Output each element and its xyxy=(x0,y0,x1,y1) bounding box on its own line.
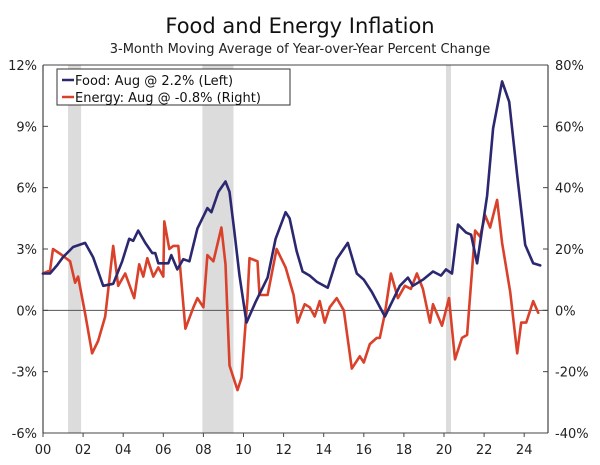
x-tick-label: 00 xyxy=(35,443,52,458)
legend-label-energy: Energy: Aug @ -0.8% (Right) xyxy=(75,91,261,106)
x-tick-label: 22 xyxy=(476,443,493,458)
x-tick-label: 20 xyxy=(436,443,453,458)
y-right-tick-label: 40% xyxy=(555,182,584,197)
legend: Food: Aug @ 2.2% (Left) Energy: Aug @ -0… xyxy=(56,68,291,106)
energy-series-line xyxy=(41,198,540,392)
y-right-tick-label: 20% xyxy=(555,243,584,258)
x-tick-label: 04 xyxy=(115,443,132,458)
y-left-tick-label: 3% xyxy=(16,243,37,258)
y-left-tick-label: -6% xyxy=(12,427,37,442)
legend-label-food: Food: Aug @ 2.2% (Left) xyxy=(75,74,233,89)
recession-band xyxy=(202,65,234,433)
y-left-tick-label: 12% xyxy=(8,59,37,74)
y-right-tick-label: -20% xyxy=(555,366,589,381)
y-right-tick-label: -40% xyxy=(555,427,589,442)
y-right-tick-label: 80% xyxy=(555,59,584,74)
y-right-tick-label: 60% xyxy=(555,120,584,135)
recession-band xyxy=(68,65,82,433)
x-tick-label: 08 xyxy=(195,443,212,458)
x-tick-label: 10 xyxy=(235,443,252,458)
x-tick-label: 12 xyxy=(275,443,292,458)
recession-band xyxy=(446,65,452,433)
x-tick-label: 24 xyxy=(516,443,533,458)
y-left-tick-label: -3% xyxy=(12,366,37,381)
y-left-tick-label: 9% xyxy=(16,120,37,135)
chart-subtitle: 3-Month Moving Average of Year-over-Year… xyxy=(110,42,491,57)
y-right-tick-label: 0% xyxy=(555,304,576,319)
x-tick-label: 16 xyxy=(356,443,373,458)
x-tick-label: 18 xyxy=(396,443,413,458)
x-tick-label: 02 xyxy=(75,443,92,458)
x-tick-label: 14 xyxy=(315,443,332,458)
y-left-tick-label: 6% xyxy=(16,182,37,197)
x-tick-label: 06 xyxy=(155,443,172,458)
food-series-line xyxy=(41,80,542,324)
chart-title: Food and Energy Inflation xyxy=(165,14,434,38)
y-left-tick-label: 0% xyxy=(16,304,37,319)
